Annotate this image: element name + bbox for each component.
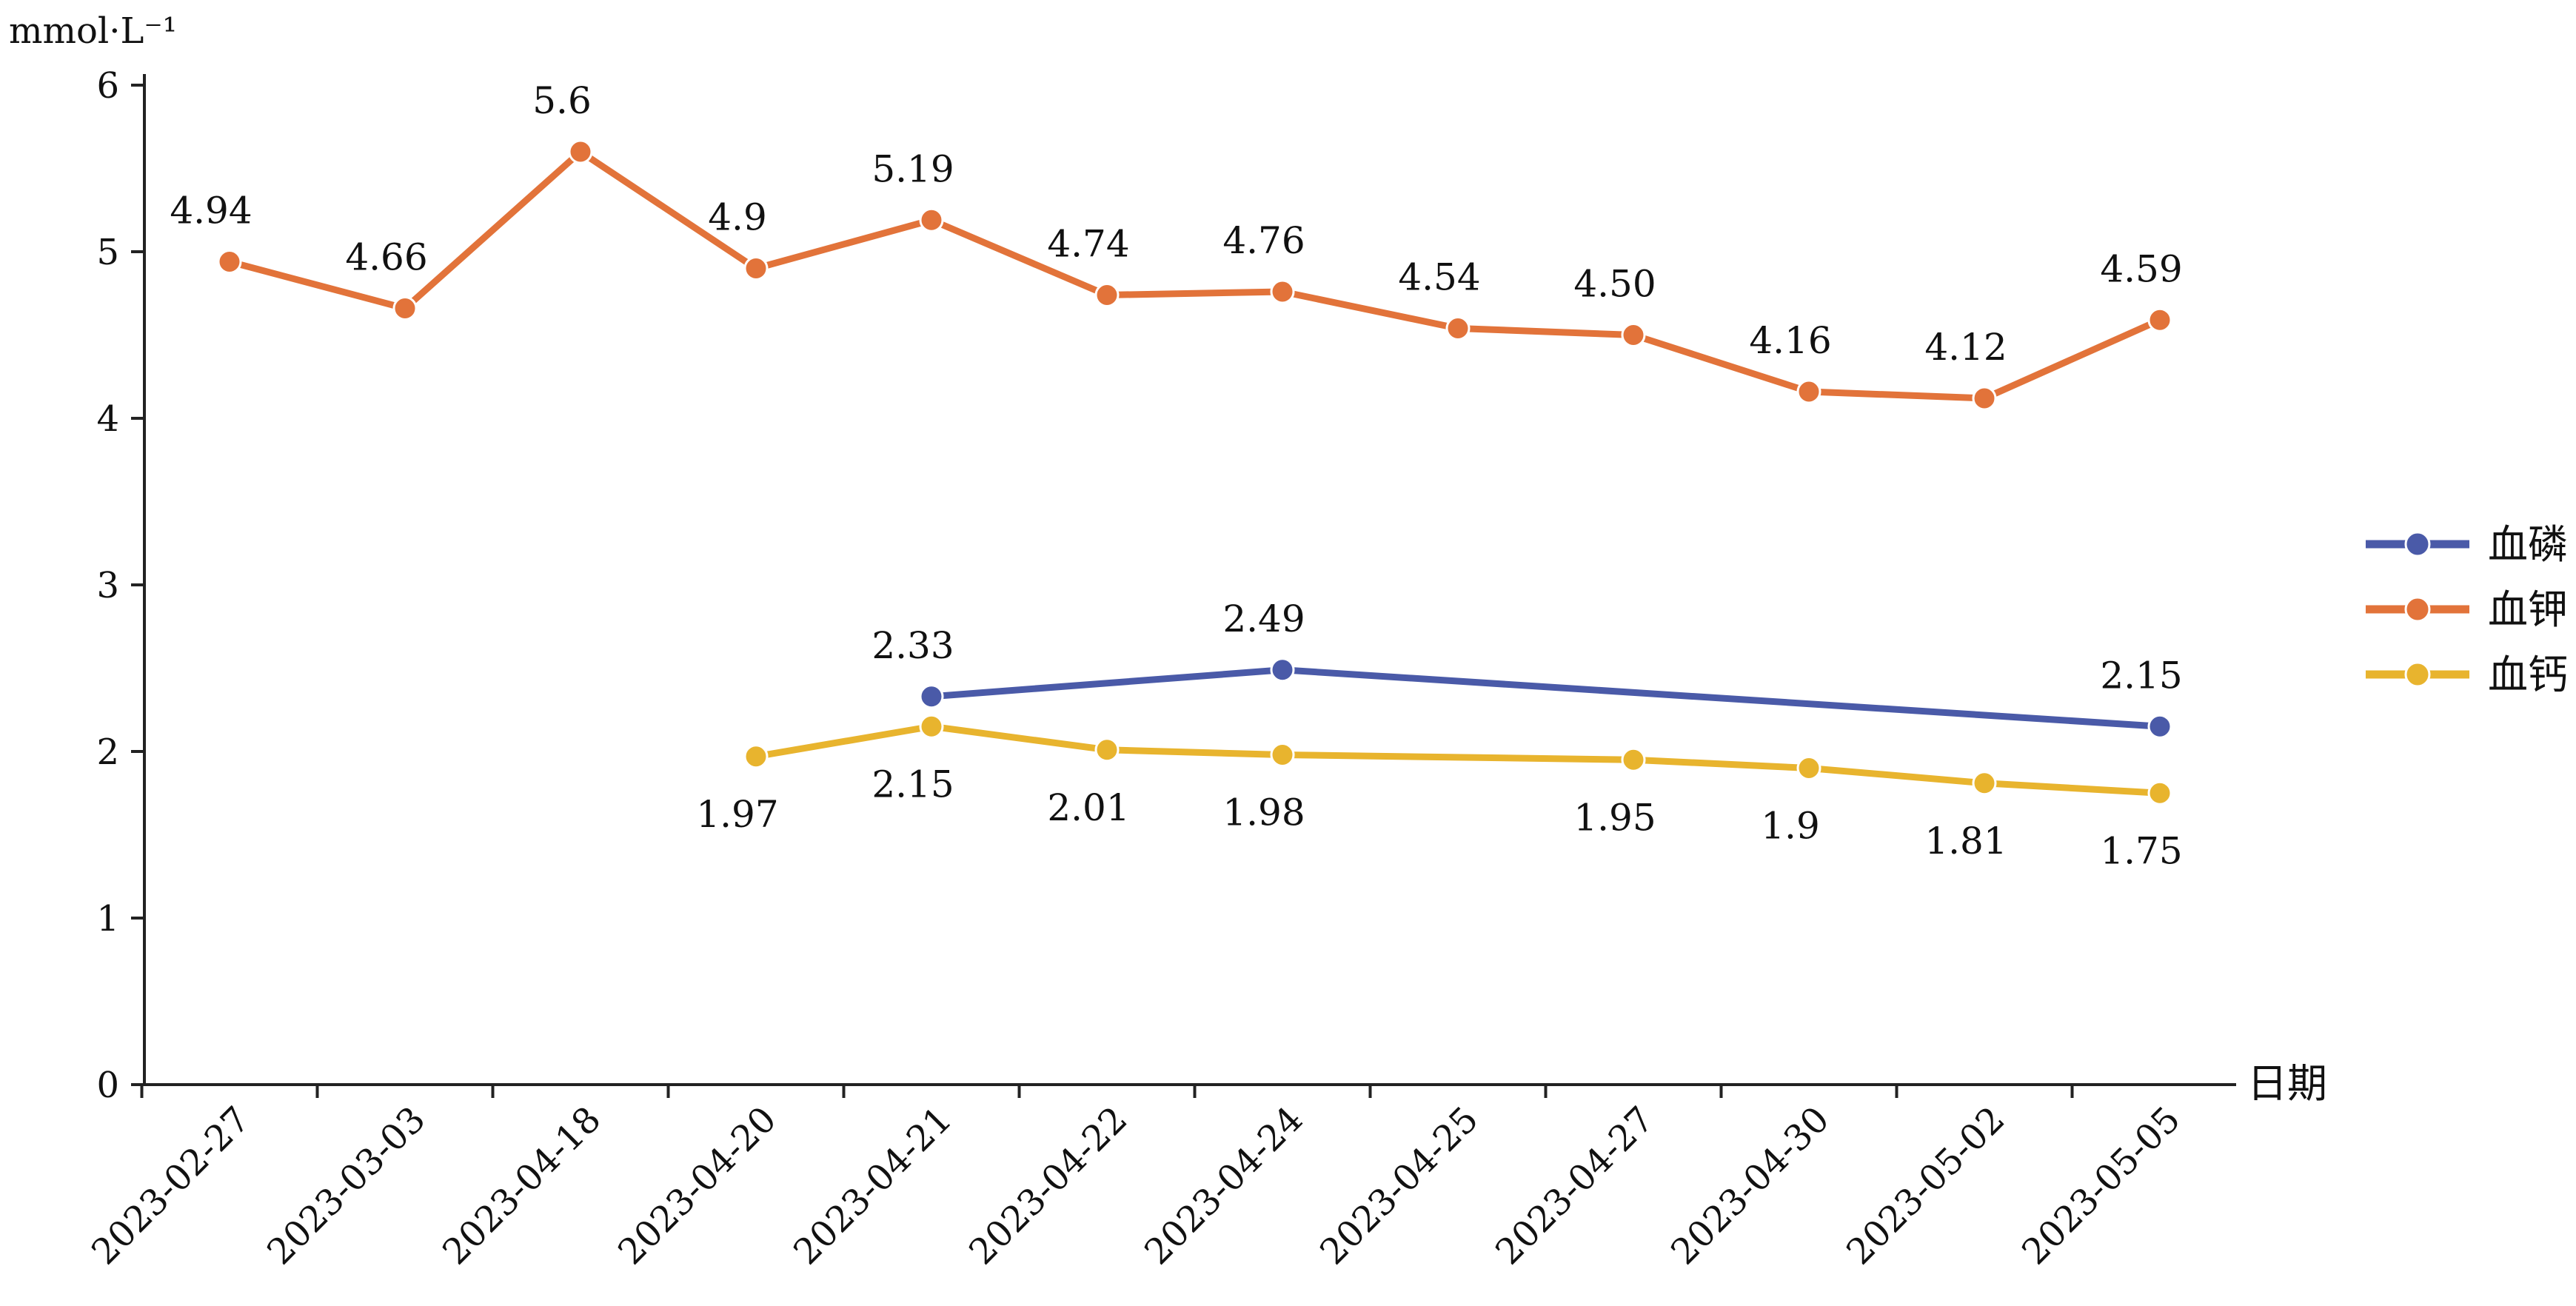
data-point: [1094, 737, 1120, 763]
data-point: [1094, 283, 1120, 307]
data-point: [1445, 316, 1471, 341]
x-ticks: 2023-02-27 2023-03-03 2023-04-18 2023-04-20…: [84, 1085, 2188, 1273]
x-tick-label: 2023-04-18: [435, 1099, 609, 1273]
y-tick-label: 1: [96, 898, 119, 940]
data-point: [392, 296, 418, 321]
data-point: [1972, 771, 1997, 796]
legend-swatch-marker: [2404, 531, 2431, 557]
data-point: [919, 207, 944, 232]
data-point: [1972, 386, 1997, 411]
data-label: 2.33: [872, 624, 954, 667]
y-tick-label: 6: [96, 65, 119, 107]
data-label: 4.9: [708, 196, 767, 239]
data-label: 4.54: [1398, 256, 1480, 299]
data-point: [568, 139, 593, 164]
legend-item: 血钙: [2366, 652, 2568, 698]
x-tick-label: 2023-05-02: [1839, 1099, 2013, 1273]
data-label: 1.98: [1222, 791, 1305, 834]
legend-item: 血磷: [2366, 521, 2568, 568]
series-layer: 2.332.492.154.944.665.64.95.194.74 4.764.…: [170, 79, 2182, 872]
y-ticks: 0 1 2 3 4 5 6: [96, 65, 144, 1106]
legend-label: 血钾: [2488, 586, 2568, 633]
data-point: [1270, 279, 1295, 304]
y-axis-label: mmol·L⁻¹: [9, 10, 177, 52]
x-tick-label: 2023-04-24: [1137, 1099, 1311, 1273]
data-point: [919, 684, 944, 709]
x-tick-label: 2023-04-20: [610, 1099, 784, 1273]
data-point: [2147, 714, 2172, 739]
legend-label: 血磷: [2488, 521, 2568, 568]
y-tick-label: 5: [96, 232, 119, 273]
x-tick-label: 2023-04-30: [1663, 1099, 1837, 1273]
x-tick-label: 2023-04-25: [1312, 1099, 1486, 1273]
x-tick-label: 2023-05-05: [2014, 1099, 2188, 1273]
data-label: 1.9: [1761, 805, 1820, 848]
data-point: [743, 256, 769, 281]
data-point: [919, 714, 944, 739]
data-label: 4.50: [1573, 263, 1656, 306]
x-tick-label: 2023-02-27: [84, 1099, 258, 1273]
data-point: [2147, 780, 2172, 806]
data-label: 5.6: [532, 79, 592, 122]
series-line: [931, 666, 2161, 730]
data-point: [1270, 743, 1295, 767]
data-label: 4.12: [1924, 326, 2007, 369]
series-2: 1.97 2.15 2.01 1.98 1.95 1.9 1.81 1.75: [696, 714, 2183, 872]
data-label: 2.49: [1222, 597, 1305, 640]
legend-swatch-marker: [2404, 596, 2431, 623]
data-label: 1.97: [696, 793, 778, 836]
legend-label: 血钙: [2488, 652, 2568, 698]
data-point: [1796, 756, 1821, 780]
data-label: 4.59: [2100, 247, 2182, 290]
data-point: [217, 250, 242, 274]
y-tick-label: 4: [96, 398, 119, 440]
data-label: 1.81: [1924, 820, 2007, 863]
data-label: 1.75: [2100, 829, 2182, 872]
data-label: 4.76: [1222, 219, 1305, 262]
data-label: 2.15: [872, 763, 954, 806]
data-label: 4.66: [345, 236, 427, 279]
y-tick-label: 3: [96, 565, 119, 606]
data-point: [743, 744, 769, 769]
series-line: [228, 148, 2161, 402]
data-point: [1270, 657, 1295, 683]
data-label: 5.19: [872, 147, 954, 190]
data-point: [2147, 307, 2172, 332]
data-label: 2.01: [1047, 786, 1129, 829]
data-point: [1621, 747, 1646, 772]
data-point: [1621, 323, 1646, 347]
x-tick-label: 2023-04-27: [1488, 1099, 1662, 1273]
data-label: 1.95: [1573, 796, 1656, 839]
series-1: 4.94 4.66 5.6 4.9 5.19 4.74 4.76 4.54 4.50 4.16 4.…: [170, 79, 2183, 411]
x-axis-label: 日期: [2247, 1060, 2327, 1107]
data-label: 4.74: [1047, 223, 1129, 266]
x-tick-label: 2023-03-03: [259, 1099, 433, 1273]
legend-item: 血钾: [2366, 586, 2568, 633]
x-tick-label: 2023-04-22: [961, 1099, 1135, 1273]
data-label: 4.16: [1749, 319, 1831, 362]
data-label: 4.94: [170, 190, 252, 232]
series-0: 2.33 2.49 2.15: [872, 597, 2183, 739]
legend-swatch-marker: [2404, 661, 2431, 688]
data-point: [1796, 379, 1821, 404]
series-line: [755, 723, 2161, 797]
y-tick-label: 0: [96, 1065, 119, 1106]
data-label: 2.15: [2100, 654, 2182, 697]
y-tick-label: 2: [96, 731, 119, 773]
x-tick-label: 2023-04-21: [786, 1099, 960, 1273]
